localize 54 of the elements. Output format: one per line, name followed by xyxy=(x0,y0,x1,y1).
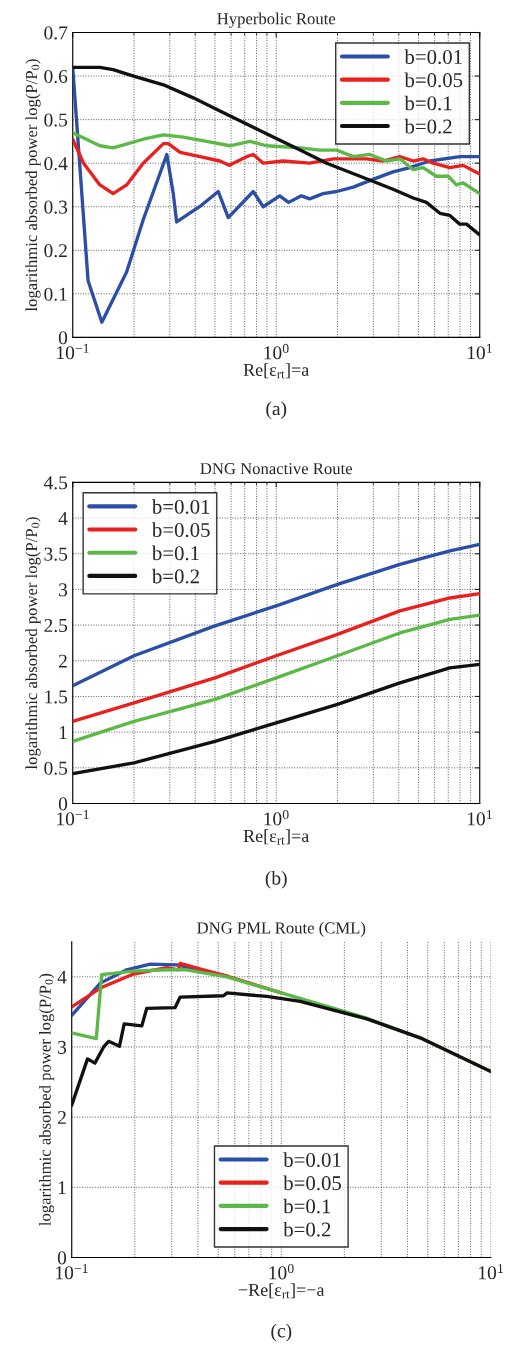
legend-label: b=0.01 xyxy=(151,499,210,514)
x-axis-title: Re[ε$_{rt}$]=a xyxy=(243,363,309,379)
chart-title: DNG Nonactive Route xyxy=(200,463,353,475)
legend-label: b=0.01 xyxy=(283,1152,341,1168)
text: (a) xyxy=(266,401,287,420)
x-tick-label: 10$^{1}$ xyxy=(467,809,492,826)
y-tick-label: 0.5 xyxy=(44,761,68,775)
y-axis-title: logarithmic absorbed power log(P/P$_{0}$) xyxy=(25,517,41,770)
legend-label: b=0.1 xyxy=(404,95,452,111)
y-tick-label: 3 xyxy=(59,583,68,597)
y-axis-title: logarithmic absorbed power log(P/P$_{0}$) xyxy=(25,59,41,312)
y-axis-title: logarithmic absorbed power log(P/P$_{0}$) xyxy=(39,973,55,1226)
x-tick-label: 10$^{1}$ xyxy=(479,1263,503,1280)
y-tick-label: 1 xyxy=(59,726,67,739)
y-tick-label: 2 xyxy=(58,654,67,668)
y-tick-label: 4 xyxy=(58,512,68,525)
y-tick-label: 1.5 xyxy=(45,690,68,704)
y-tick-label: 1 xyxy=(58,1181,66,1195)
y-tick-label: 2.5 xyxy=(44,618,68,633)
x-tick-label: 10$^{0}$ xyxy=(269,1263,294,1280)
legend-label: b=0.2 xyxy=(404,118,452,134)
legend-label: b=0.2 xyxy=(283,1221,331,1237)
x-axis-title: Re[ε$_{rt}$]=a xyxy=(243,829,309,845)
y-tick-label: 0.5 xyxy=(44,113,68,127)
y-tick-label: 0 xyxy=(58,331,68,345)
chart-title: Hyperbolic Route xyxy=(217,12,336,28)
x-tick-label: 10$^{−1}$ xyxy=(57,343,89,360)
legend-label: b=0.1 xyxy=(151,545,199,561)
chart-title: DNG PML Route (CML) xyxy=(197,921,366,937)
y-tick-label: 4 xyxy=(57,970,67,984)
text: (c) xyxy=(271,1323,292,1342)
x-tick-label: 10$^{1}$ xyxy=(467,343,492,360)
legend-label: b=0.01 xyxy=(404,49,462,65)
y-tick-label: 0.1 xyxy=(44,287,67,301)
y-tick-label: 2 xyxy=(57,1110,66,1124)
y-tick-label: 0.2 xyxy=(44,244,67,258)
legend-label: b=0.05 xyxy=(151,522,210,538)
x-tick-label: 10$^{0}$ xyxy=(264,343,289,360)
y-tick-label: 0.6 xyxy=(44,69,68,84)
y-tick-label: 3.5 xyxy=(44,547,68,561)
y-tick-label: 0.7 xyxy=(44,26,68,40)
text: (b) xyxy=(265,870,287,889)
legend-label: b=0.05 xyxy=(404,72,463,88)
legend-label: b=0.1 xyxy=(283,1198,331,1214)
legend-label: b=0.2 xyxy=(151,568,199,584)
y-tick-label: 0 xyxy=(57,1251,67,1265)
x-axis-title: −Re[ε$_{rt}$]=−a xyxy=(238,1283,325,1299)
y-tick-label: 0.3 xyxy=(44,200,68,214)
x-tick-label: 10$^{0}$ xyxy=(264,809,289,826)
y-tick-label: 0.4 xyxy=(44,157,68,171)
legend-label: b=0.05 xyxy=(283,1175,342,1191)
y-tick-label: 0 xyxy=(58,797,68,811)
y-tick-label: 4.5 xyxy=(43,476,68,490)
y-tick-label: 3 xyxy=(58,1040,67,1054)
